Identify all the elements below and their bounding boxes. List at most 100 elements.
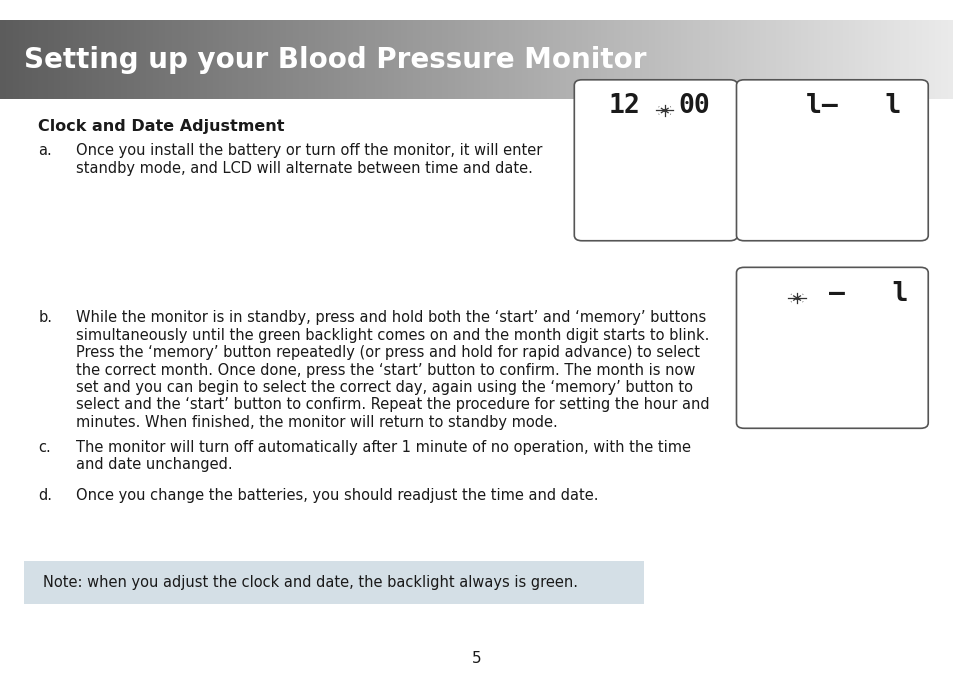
Bar [524, 20, 528, 99]
Bar [410, 20, 414, 99]
FancyBboxPatch shape [736, 267, 927, 428]
Bar [143, 20, 147, 99]
Bar [98, 20, 103, 99]
Bar [521, 20, 525, 99]
Bar [664, 20, 668, 99]
Bar [877, 20, 881, 99]
Bar [388, 20, 392, 99]
Bar [117, 20, 122, 99]
Bar [114, 20, 118, 99]
Bar [746, 20, 751, 99]
Bar [172, 20, 175, 99]
Bar [779, 20, 782, 99]
Bar [489, 20, 494, 99]
Bar [416, 20, 420, 99]
Bar [216, 20, 220, 99]
Bar [836, 20, 840, 99]
Bar [648, 20, 652, 99]
Bar [365, 20, 370, 99]
Bar [295, 20, 299, 99]
FancyBboxPatch shape [574, 80, 737, 241]
FancyBboxPatch shape [736, 80, 927, 241]
Bar [651, 20, 656, 99]
Bar [705, 20, 709, 99]
Text: 12: 12 [608, 93, 639, 119]
Bar [238, 20, 242, 99]
Bar [460, 20, 465, 99]
Bar [483, 20, 487, 99]
Bar [641, 20, 646, 99]
Bar [131, 20, 134, 99]
Bar [283, 20, 287, 99]
Bar [467, 20, 471, 99]
Bar [89, 20, 93, 99]
Bar [22, 20, 27, 99]
Bar [324, 20, 328, 99]
Bar [893, 20, 897, 99]
Bar [372, 20, 375, 99]
Bar [670, 20, 675, 99]
Bar [798, 20, 801, 99]
Bar [12, 20, 17, 99]
Bar [293, 20, 296, 99]
Bar [537, 20, 541, 99]
Bar [188, 20, 192, 99]
Bar [169, 20, 172, 99]
Text: –   l: – l [828, 281, 907, 307]
Bar [743, 20, 747, 99]
Text: The monitor will turn off automatically after 1 minute of no operation, with the: The monitor will turn off automatically … [76, 440, 691, 473]
Bar [451, 20, 456, 99]
Bar [683, 20, 687, 99]
Bar [845, 20, 849, 99]
Text: Note: when you adjust the clock and date, the backlight always is green.: Note: when you adjust the clock and date… [43, 575, 578, 590]
Bar [855, 20, 859, 99]
Bar [762, 20, 766, 99]
Bar [178, 20, 182, 99]
Text: l–   l: l– l [805, 93, 901, 119]
Bar [636, 20, 639, 99]
Bar [674, 20, 678, 99]
Bar [550, 20, 554, 99]
Bar [397, 20, 401, 99]
Bar [801, 20, 804, 99]
Bar [251, 20, 255, 99]
Bar [655, 20, 659, 99]
Bar [257, 20, 261, 99]
Bar [314, 20, 318, 99]
Bar [502, 20, 506, 99]
Bar [677, 20, 680, 99]
Bar [48, 20, 51, 99]
Bar [394, 20, 398, 99]
Bar [105, 20, 109, 99]
Bar [950, 20, 953, 99]
Bar [232, 20, 236, 99]
Bar [136, 20, 141, 99]
Bar [575, 20, 579, 99]
Bar [45, 20, 49, 99]
Bar [203, 20, 208, 99]
Bar [369, 20, 373, 99]
Bar [565, 20, 570, 99]
Bar [817, 20, 821, 99]
Bar [384, 20, 389, 99]
Bar [512, 20, 516, 99]
Bar [346, 20, 351, 99]
Bar [883, 20, 887, 99]
Bar [639, 20, 642, 99]
Bar [432, 20, 436, 99]
Bar [848, 20, 852, 99]
Bar [924, 20, 928, 99]
Bar [813, 20, 818, 99]
Bar [298, 20, 303, 99]
Bar [721, 20, 725, 99]
Text: 5: 5 [472, 651, 481, 666]
Bar [70, 20, 74, 99]
Bar [760, 20, 763, 99]
Bar [810, 20, 814, 99]
Bar [165, 20, 170, 99]
Bar [791, 20, 795, 99]
Bar [803, 20, 808, 99]
Bar [626, 20, 630, 99]
Bar [617, 20, 620, 99]
Bar [350, 20, 354, 99]
